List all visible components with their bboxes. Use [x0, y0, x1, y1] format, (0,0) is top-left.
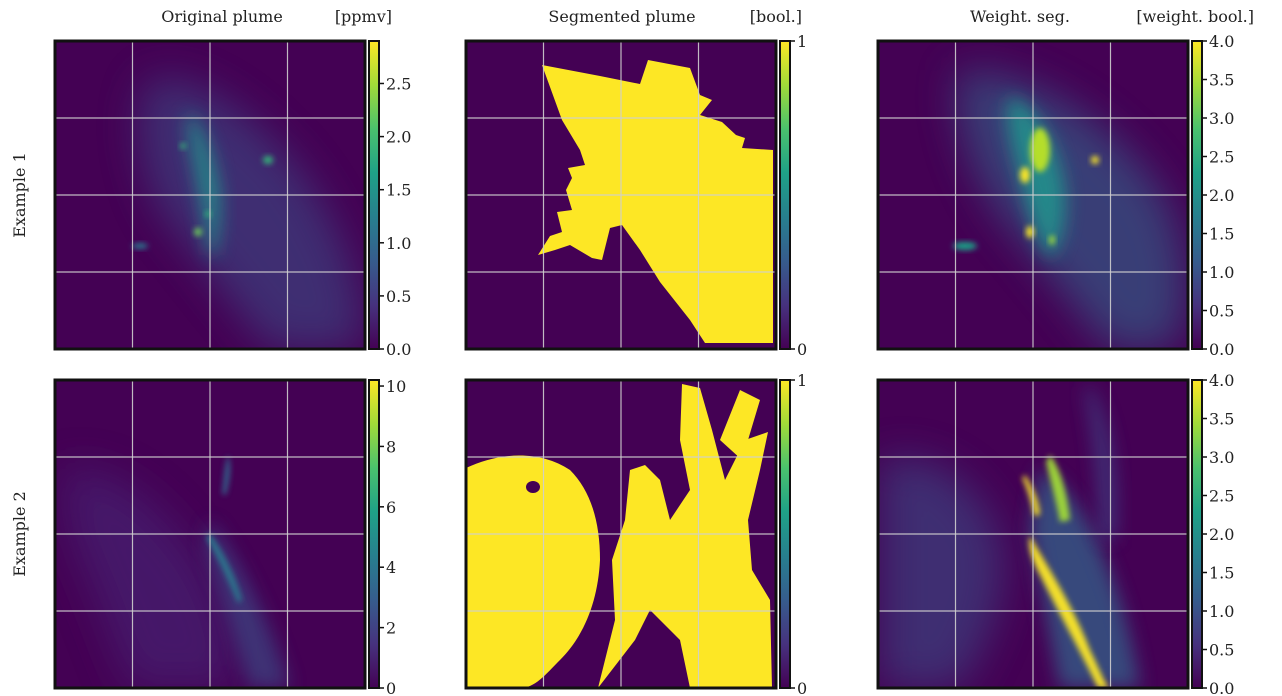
plume-hotspot: [1020, 167, 1030, 183]
colorbar-tick-label: 3.0: [1209, 109, 1234, 128]
segmented-plume-mask: [466, 455, 600, 688]
colorbar-tick-label: 0.0: [1209, 340, 1234, 359]
colorbar-tick-label: 0: [797, 679, 807, 696]
colorbar-example-1-weighted: [1191, 40, 1203, 350]
colorbar-example-2-original: [368, 379, 380, 689]
plume-core: [1007, 95, 1066, 260]
segmented-hole: [526, 481, 540, 493]
colorbar-tick-label: 2.0: [1209, 525, 1234, 544]
plume-core: [222, 455, 231, 495]
colorbar-tick-label: 0.0: [1209, 679, 1234, 696]
colorbar-tick-label: 2.5: [1209, 487, 1234, 506]
segmented-plume-mask: [598, 384, 772, 688]
row-label-example-2: Example 2: [10, 491, 29, 577]
colorbar-tick-label: 2.0: [1209, 186, 1234, 205]
plume-haze: [1030, 470, 1140, 688]
colorbar-tick-label: 0.5: [1209, 641, 1234, 660]
column-title-segmented: Segmented plume: [548, 7, 695, 26]
colorbar-tick-label: 4: [386, 558, 396, 577]
column-title-original: Original plume: [161, 7, 283, 26]
plume-hotspot: [180, 143, 186, 149]
plume-hotspot: [1030, 128, 1050, 172]
plume-haze: [60, 468, 234, 688]
colorbar-tick-label: 0.0: [386, 340, 411, 359]
colorbar-tick-label: 2.5: [1209, 148, 1234, 167]
panel-frame: [876, 378, 1190, 690]
colorbar-example-2-segmented: [779, 379, 791, 689]
colorbar-tick-label: 3.5: [1209, 71, 1234, 90]
colorbar-tick-label: 2.5: [386, 74, 411, 93]
column-title-weighted: Weight. seg.: [970, 7, 1070, 26]
row-label-example-1: Example 1: [10, 152, 29, 238]
panel-frame: [464, 39, 778, 351]
colorbar-example-2-weighted: [1191, 379, 1203, 689]
colorbar-tick-label: 2: [386, 619, 396, 638]
panel-frame: [53, 378, 367, 690]
colorbar-tick-label: 1.0: [386, 234, 411, 253]
plume-haze: [880, 458, 1003, 688]
column-unit-weighted: [weight. bool.]: [1136, 7, 1254, 26]
colorbar-tick-label: 1.5: [1209, 564, 1234, 583]
overlay-layer: 0.0 0.5 1.0 1.5 2.0 2.5 0 1 0.0 0.5 1.0 1.5 2.0 2.5 3.…: [53, 32, 1234, 696]
colorbar-tick-label: 0.5: [1209, 302, 1234, 321]
colorbar-tick-label: 10: [386, 377, 406, 396]
plume-core: [206, 533, 242, 603]
colorbar-tick-label: 1.5: [1209, 225, 1234, 244]
colorbar-tick-label: 0.5: [386, 287, 411, 306]
column-unit-segmented: [bool.]: [750, 7, 802, 26]
colorbar-tick-label: 3.5: [1209, 410, 1234, 429]
plume-hotspot: [1026, 226, 1034, 238]
plume-core: [1022, 475, 1040, 516]
colorbar-example-1-original: [368, 40, 380, 350]
colorbar-tick-label: 4.0: [1209, 371, 1234, 390]
panel-frame: [876, 39, 1190, 351]
colorbar-example-1-segmented: [779, 40, 791, 350]
plume-hotspot: [263, 156, 273, 164]
plume-hotspot: [953, 242, 977, 250]
plume-hotspot: [132, 243, 148, 249]
plume-core: [187, 110, 221, 255]
plume-core: [1029, 536, 1110, 688]
segmented-plume-mask: [720, 390, 760, 460]
colorbar-tick-label: 1.0: [1209, 602, 1234, 621]
column-unit-original: [ppmv]: [335, 7, 392, 26]
plume-core: [1046, 455, 1070, 522]
colorbar-tick-label: 0: [797, 340, 807, 359]
plume-hotspot: [1049, 235, 1055, 245]
colorbar-tick-label: 0: [386, 679, 396, 696]
colorbar-tick-label: 3.0: [1209, 448, 1234, 467]
colorbar-tick-label: 2.0: [386, 128, 411, 147]
panel-frame: [464, 378, 778, 690]
colorbar-tick-label: 4.0: [1209, 32, 1234, 51]
plume-haze: [1085, 385, 1117, 540]
colorbar-tick-label: 1.0: [1209, 263, 1234, 282]
colorbar-tick-label: 1: [797, 32, 807, 51]
plume-hotspot: [1091, 156, 1099, 164]
colorbar-tick-label: 1: [797, 371, 807, 390]
plume-hotspot: [194, 228, 202, 236]
colorbar-tick-label: 8: [386, 437, 396, 456]
panel-frame: [53, 39, 367, 351]
colorbar-tick-label: 6: [386, 498, 396, 517]
colorbar-tick-label: 1.5: [386, 181, 411, 200]
